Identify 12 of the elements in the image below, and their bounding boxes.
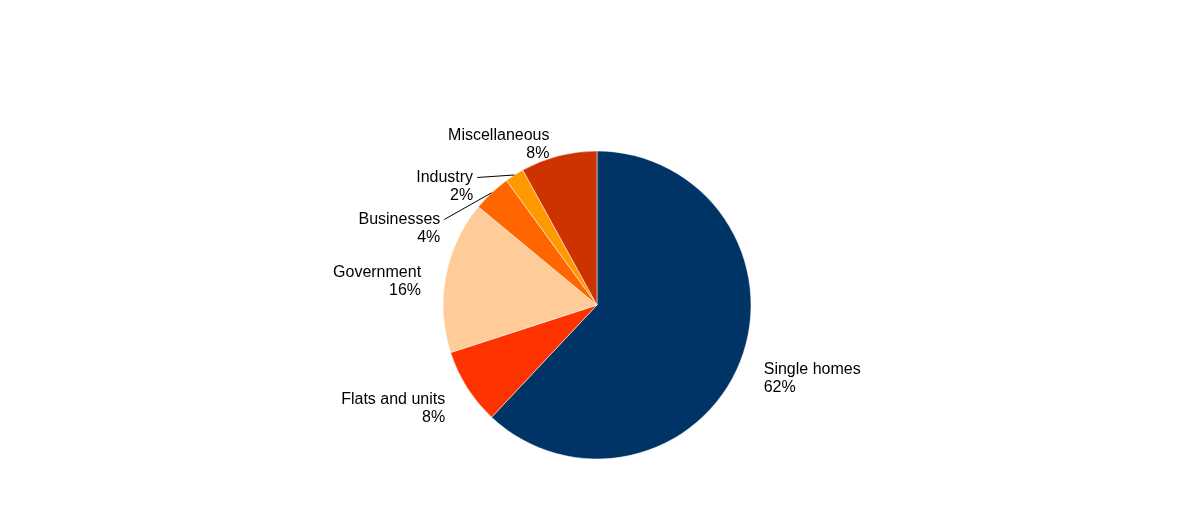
slice-label: Flats and units xyxy=(341,389,446,407)
data-label: 8% xyxy=(422,407,446,425)
slice-label: Businesses xyxy=(358,210,441,228)
data-label: 2% xyxy=(450,186,474,204)
slice-label: Miscellaneous xyxy=(448,126,550,144)
slice-label: Government xyxy=(333,263,422,281)
slice-label: Industry xyxy=(416,168,474,186)
slice-label: Single homes xyxy=(763,360,861,378)
data-label: 4% xyxy=(417,228,441,246)
data-label: 8% xyxy=(526,144,550,162)
data-label: 62% xyxy=(763,378,796,396)
data-label: 16% xyxy=(389,281,422,299)
